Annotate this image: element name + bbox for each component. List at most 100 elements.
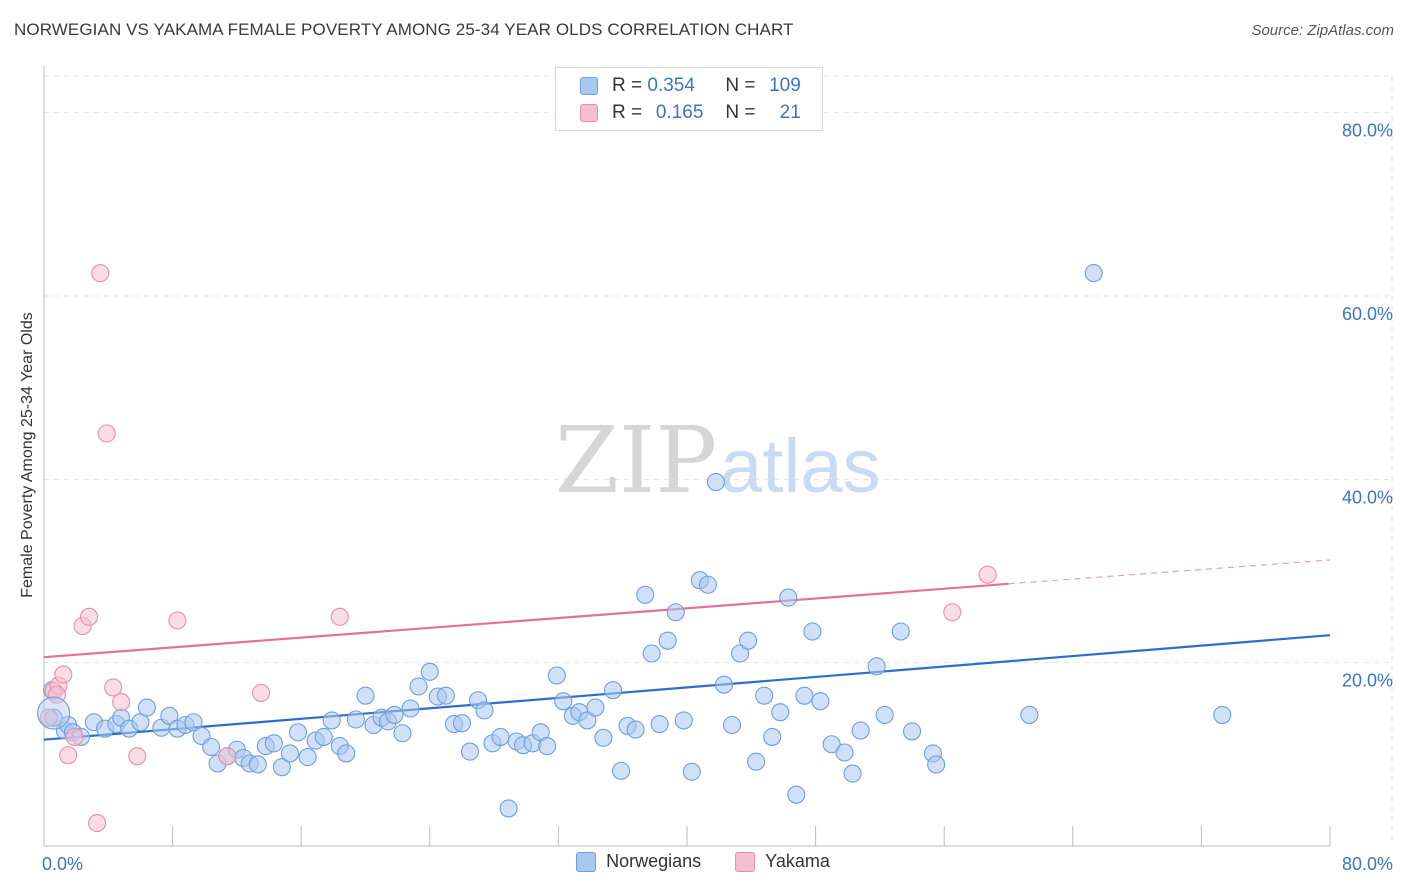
point-norwegians bbox=[578, 711, 597, 730]
point-norwegians bbox=[612, 761, 631, 780]
trend-line-yakama bbox=[43, 582, 1009, 659]
point-norwegians bbox=[626, 720, 645, 739]
point-norwegians bbox=[393, 724, 412, 743]
point-norwegians bbox=[779, 588, 798, 607]
point-norwegians bbox=[771, 703, 790, 722]
point-yakama bbox=[54, 665, 73, 684]
point-norwegians bbox=[891, 622, 910, 641]
watermark: ZIP atlas bbox=[555, 407, 881, 514]
point-norwegians bbox=[803, 622, 822, 641]
point-norwegians bbox=[337, 744, 356, 763]
point-norwegians bbox=[674, 711, 693, 730]
point-norwegians bbox=[547, 666, 566, 685]
point-norwegians bbox=[763, 727, 782, 746]
point-norwegians bbox=[650, 715, 669, 734]
point-yakama bbox=[112, 693, 131, 712]
series-legend: Norwegians Yakama bbox=[0, 851, 1406, 872]
point-norwegians bbox=[658, 631, 677, 650]
point-norwegians bbox=[594, 728, 613, 747]
legend-swatch-norwegians bbox=[580, 77, 598, 95]
point-norwegians bbox=[927, 755, 946, 774]
legend-r-value: 0.165 bbox=[655, 102, 704, 123]
legend-swatch-yakama bbox=[735, 851, 756, 872]
point-yakama bbox=[218, 747, 237, 766]
point-norwegians bbox=[722, 715, 742, 735]
point-norwegians bbox=[491, 727, 510, 746]
trend-line-extension-yakama bbox=[1008, 559, 1331, 585]
legend-swatch-yakama bbox=[580, 104, 598, 122]
point-yakama bbox=[79, 607, 99, 626]
tick-labels: 20.0% 40.0% 60.0% 80.0% 0.0% 80.0% bbox=[42, 121, 1393, 874]
legend-r-value: 0.354 bbox=[647, 75, 695, 96]
point-yakama bbox=[330, 607, 349, 626]
point-norwegians bbox=[288, 723, 308, 742]
point-norwegians bbox=[787, 785, 806, 804]
legend-n-value: 21 bbox=[779, 102, 801, 123]
point-norwegians bbox=[409, 677, 428, 696]
point-norwegians bbox=[604, 681, 623, 700]
legend-label-yakama: Yakama bbox=[765, 851, 830, 871]
point-norwegians bbox=[586, 698, 605, 717]
point-norwegians bbox=[436, 686, 455, 705]
grid-lines bbox=[44, 75, 1393, 846]
y-tick-label: 40.0% bbox=[1342, 487, 1393, 507]
point-norwegians bbox=[714, 675, 734, 694]
point-norwegians bbox=[298, 748, 317, 767]
point-norwegians bbox=[698, 575, 717, 594]
legend-row-yakama: R = 0.165 N = 21 bbox=[580, 100, 801, 126]
point-norwegians bbox=[272, 758, 291, 777]
point-norwegians bbox=[1213, 705, 1232, 724]
watermark-zip: ZIP bbox=[555, 407, 717, 514]
point-norwegians bbox=[356, 686, 375, 705]
point-norwegians bbox=[184, 713, 203, 732]
point-norwegians bbox=[682, 762, 701, 781]
point-yakama bbox=[978, 565, 997, 584]
trend-line-norwegians bbox=[43, 634, 1331, 741]
point-norwegians bbox=[730, 644, 750, 663]
point-norwegians bbox=[452, 714, 472, 733]
legend-n-label: N = bbox=[725, 102, 756, 123]
point-norwegians bbox=[867, 657, 886, 676]
data-points bbox=[37, 264, 1232, 833]
legend-n-label: N = bbox=[725, 75, 756, 96]
point-yakama bbox=[168, 611, 187, 630]
point-norwegians bbox=[554, 692, 573, 711]
point-yakama bbox=[91, 264, 110, 283]
point-norwegians bbox=[739, 631, 758, 650]
point-norwegians bbox=[875, 705, 894, 724]
point-norwegians bbox=[851, 721, 870, 740]
point-norwegians bbox=[137, 698, 156, 717]
point-yakama bbox=[65, 727, 84, 746]
y-tick-label: 20.0% bbox=[1342, 671, 1393, 691]
point-norwegians bbox=[160, 706, 179, 725]
legend-swatch-norwegians bbox=[576, 851, 597, 872]
point-norwegians bbox=[248, 755, 267, 774]
legend-item-norwegians: Norwegians bbox=[576, 851, 701, 872]
point-norwegians bbox=[636, 585, 655, 604]
point-yakama bbox=[97, 424, 116, 443]
legend-label-norwegians: Norwegians bbox=[606, 851, 702, 871]
point-norwegians bbox=[843, 764, 862, 783]
point-norwegians bbox=[202, 737, 221, 757]
point-norwegians bbox=[420, 662, 439, 681]
point-norwegians bbox=[460, 742, 480, 761]
point-norwegians bbox=[264, 734, 283, 753]
point-yakama bbox=[128, 747, 147, 766]
point-norwegians-cluster bbox=[37, 696, 71, 730]
point-norwegians bbox=[666, 603, 685, 622]
legend-n-value: 109 bbox=[769, 75, 801, 96]
point-yakama bbox=[39, 708, 58, 727]
point-norwegians bbox=[1020, 705, 1039, 724]
point-norwegians bbox=[322, 711, 341, 730]
point-norwegians bbox=[835, 743, 854, 762]
point-norwegians bbox=[499, 799, 518, 818]
point-norwegians bbox=[706, 473, 725, 492]
point-norwegians bbox=[280, 744, 299, 763]
point-norwegians bbox=[795, 686, 814, 705]
legend-r-label: R = bbox=[612, 102, 643, 123]
point-norwegians bbox=[1084, 264, 1103, 283]
point-yakama bbox=[104, 678, 123, 697]
x-tick-label-max: 80.0% bbox=[1342, 854, 1393, 874]
point-norwegians bbox=[385, 705, 404, 724]
